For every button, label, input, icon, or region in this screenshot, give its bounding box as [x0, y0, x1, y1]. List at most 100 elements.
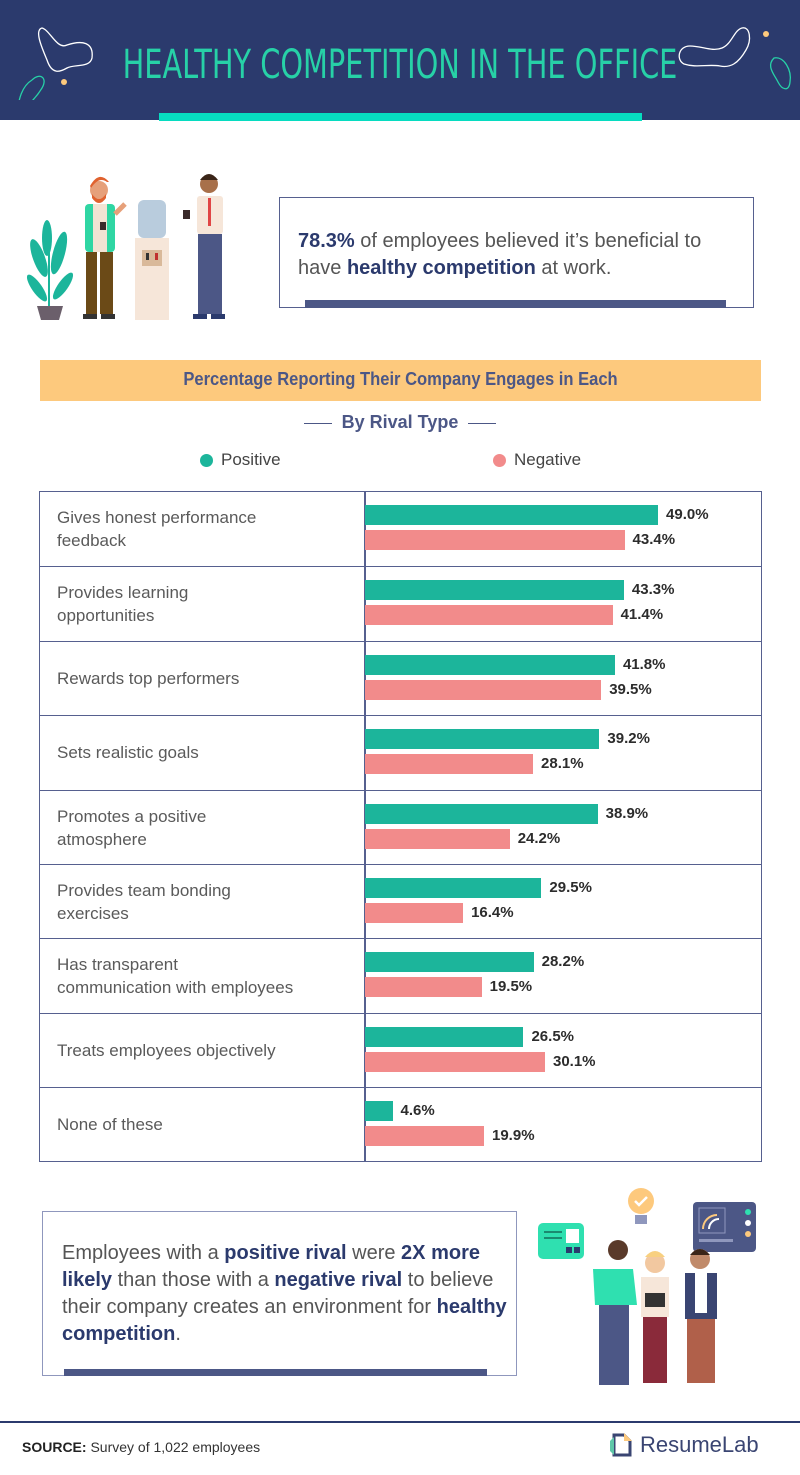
stat-text-part: of employees believed it’s beneficial to…: [298, 230, 702, 279]
category-label: Gives honest performance feedback: [57, 506, 347, 552]
bar-negative: [365, 1051, 545, 1072]
data-label-positive: 41.8%: [622, 655, 666, 673]
note-emphasis: 2X more likely: [62, 1242, 480, 1291]
office-water-cooler-illustration: [26, 174, 225, 320]
source-text: Survey of 1,022 employees: [86, 1439, 261, 1455]
man-tablet-icon: [641, 1251, 669, 1383]
bar-negative: [365, 530, 625, 550]
stat-callout-box: 78.3% of employees believed it’s benefic…: [279, 197, 754, 308]
category-label-line: feedback: [57, 531, 126, 550]
chart-subtitle: By Rival Type: [0, 412, 800, 433]
chart-title-band: Percentage Reporting Their Company Engag…: [40, 360, 761, 401]
stat-text-part: at work.: [535, 257, 612, 279]
data-label-negative: 16.4%: [471, 904, 514, 921]
legend-positive: Positive: [200, 450, 281, 470]
source-note: SOURCE: Survey of 1,022 employees: [22, 1439, 260, 1455]
man-green-shirt-icon: [83, 176, 127, 319]
data-label-positive: 38.9%: [605, 804, 649, 822]
data-label-positive: 26.5%: [531, 1027, 575, 1045]
subtitle-dash-left: [303, 422, 332, 424]
category-label: Sets realistic goals: [57, 741, 347, 764]
man-red-tie-icon: [183, 174, 225, 319]
category-label: Has transparent communication with employ…: [57, 953, 347, 999]
bar-negative: [365, 828, 510, 849]
chart-row: Rewards top performers 41.8% 39.5%: [40, 640, 761, 715]
bar-positive: [365, 1026, 524, 1047]
data-label-negative: 24.2%: [517, 829, 561, 847]
plant-icon: [26, 220, 74, 320]
note-emphasis: positive rival: [224, 1242, 347, 1264]
resumelab-logo-icon: [610, 1433, 632, 1457]
category-label-line: Provides team bonding: [57, 881, 231, 900]
stat-callout-text: 78.3% of employees believed it’s benefic…: [298, 228, 743, 282]
note-text-part: than those with a: [112, 1269, 275, 1291]
category-label-line: Promotes a positive: [57, 806, 207, 826]
team-discussion-illustration: [538, 1188, 756, 1385]
dashboard-panel-icon: [693, 1202, 756, 1252]
insight-accent-bar: [64, 1369, 487, 1376]
stat-highlight: 78.3%: [298, 230, 355, 252]
category-label-line: atmosphere: [57, 829, 147, 849]
bar-positive: [365, 580, 624, 601]
squiggle-right-icon: [678, 27, 791, 90]
data-label-negative: 19.5%: [489, 978, 533, 996]
legend-label-positive: Positive: [221, 450, 281, 469]
chart-row: Has transparent communication with employ…: [40, 938, 761, 1012]
lightbulb-check-icon: [628, 1188, 654, 1224]
bar-positive: [365, 729, 600, 750]
bar-negative: [365, 1126, 484, 1147]
legend-dot-positive-icon: [200, 453, 213, 467]
note-text-part: Employees with a: [62, 1242, 225, 1264]
note-text-part: were: [346, 1242, 402, 1264]
category-label-line: Sets realistic goals: [57, 743, 199, 763]
legend-dot-negative-icon: [493, 453, 506, 467]
chart-row: Provides team bonding exercises 29.5% 16.4%: [40, 864, 761, 938]
category-label-line: Rewards top performers: [57, 668, 240, 688]
data-label-negative: 30.1%: [552, 1052, 596, 1070]
category-label-line: communication with employees: [57, 978, 294, 998]
card-icon: [538, 1223, 584, 1259]
bar-positive: [365, 505, 659, 525]
data-label-negative: 39.5%: [609, 680, 652, 698]
header-banner: HEALTHY COMPETITION IN THE OFFICE: [0, 0, 800, 121]
squiggle-left-icon: [18, 27, 93, 100]
chart-title: Percentage Reporting Their Company Engag…: [183, 369, 618, 389]
data-label-positive: 49.0%: [666, 506, 709, 523]
page-title: HEALTHY COMPETITION IN THE OFFICE: [122, 42, 678, 88]
water-cooler-icon: [135, 200, 169, 320]
bar-positive: [365, 1101, 393, 1122]
data-label-positive: 4.6%: [400, 1102, 435, 1120]
category-label: Provides team bonding exercises: [57, 879, 347, 925]
note-emphasis: healthy competition: [62, 1296, 507, 1345]
bar-chart-table: Gives honest performance feedback 49.0% 43.…: [39, 491, 762, 1162]
brand-logo[interactable]: ResumeLab: [606, 1431, 759, 1459]
man-blue-jacket-icon: [685, 1249, 717, 1383]
data-label-negative: 28.1%: [541, 755, 584, 773]
chart-row: Treats employees objectively 26.5% 30.1%: [40, 1012, 761, 1087]
category-label: None of these: [57, 1113, 347, 1136]
chart-row: Sets realistic goals 39.2% 28.1%: [40, 715, 761, 789]
data-label-positive: 28.2%: [541, 953, 585, 971]
bar-positive: [365, 803, 598, 824]
chart-row: Gives honest performance feedback 49.0% 43.…: [40, 492, 761, 566]
data-label-positive: 43.3%: [631, 581, 675, 599]
bar-negative: [365, 605, 613, 626]
note-emphasis: negative rival: [274, 1269, 403, 1291]
legend-label-negative: Negative: [514, 450, 582, 469]
chart-subtitle-text: By Rival Type: [341, 412, 459, 432]
subtitle-dash-right: [468, 422, 497, 424]
chart-row: Promotes a positive atmosphere 38.9% 24.2%: [40, 789, 761, 864]
category-label-line: opportunities: [57, 606, 155, 626]
chart-row: None of these 4.6% 19.9%: [40, 1087, 761, 1161]
insight-callout-text: Employees with a positive rival were 2X …: [62, 1240, 507, 1348]
category-label-line: None of these: [57, 1115, 163, 1135]
note-text-part: .: [175, 1323, 181, 1345]
bar-negative: [365, 977, 482, 998]
bar-negative: [365, 754, 534, 775]
bar-positive: [365, 654, 615, 675]
data-label-negative: 41.4%: [620, 606, 664, 624]
bar-negative: [365, 679, 602, 700]
column-divider: [364, 492, 366, 1161]
stat-emphasis: healthy competition: [346, 257, 536, 279]
category-label: Rewards top performers: [57, 667, 347, 690]
